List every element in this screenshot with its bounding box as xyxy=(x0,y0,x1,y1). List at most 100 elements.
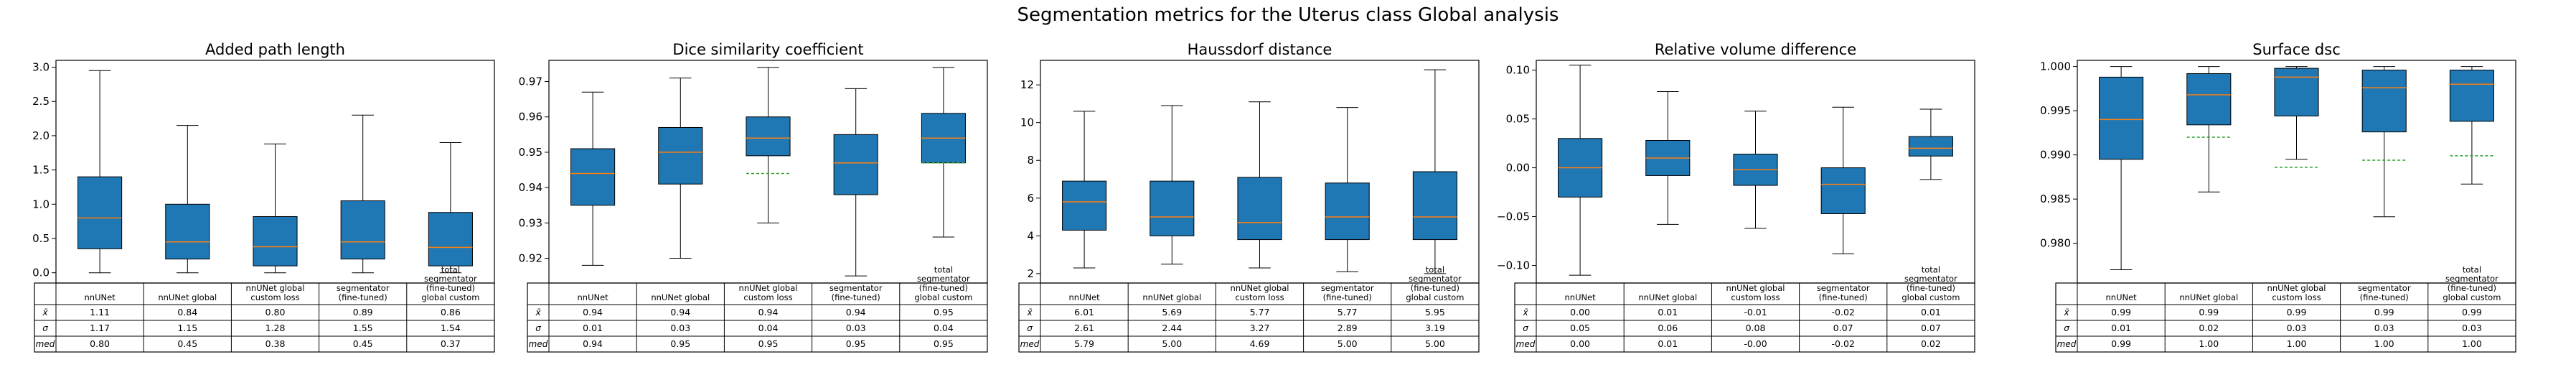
y-tick-label: 0.96 xyxy=(519,111,542,124)
table-col-header: nnUNet xyxy=(85,292,116,302)
table-cell: 5.77 xyxy=(1338,307,1358,318)
table-cell: 2.89 xyxy=(1338,323,1358,333)
chart-panel-2: Dice similarity coefficient 0.92 0.93 0.94 0… xyxy=(519,41,988,353)
table-col-header: segmentator (fine-tuned) xyxy=(1817,283,1870,302)
table-cell: -0.02 xyxy=(1832,338,1855,349)
table-cell: 1.55 xyxy=(353,323,373,333)
table-row-label: σ xyxy=(1027,323,1033,333)
table-frame xyxy=(34,282,495,353)
table-cell: 0.80 xyxy=(265,307,286,318)
box-4 xyxy=(340,200,385,260)
box-4 xyxy=(833,134,878,195)
table-col-header: nnUNet global custom loss xyxy=(1231,283,1289,302)
table-cell: 1.17 xyxy=(90,323,110,333)
table-cell: 3.27 xyxy=(1250,323,1270,333)
table-col-header: nnUNet global custom loss xyxy=(1726,283,1785,302)
chart-panel-1: Added path length 0.0 0.5 1.0 1.5 2.0 2.5 3.0 nn… xyxy=(32,41,495,353)
table-cell: 1.00 xyxy=(2374,338,2394,349)
table-row-label: x̄ xyxy=(42,307,48,318)
table-cell: 0.07 xyxy=(1833,323,1853,333)
table-col-header: total segmentator (fine-tuned) global custo… xyxy=(2443,264,2501,302)
table-col-header: total segmentator (fine-tuned) global custo… xyxy=(1406,264,1464,302)
table-col-header: segmentator (fine-tuned) xyxy=(1321,283,1374,302)
table-cell: 0.02 xyxy=(1921,338,1941,349)
table-row-label: med xyxy=(36,339,55,349)
table-cell: 4.69 xyxy=(1250,338,1270,349)
table-cell: 0.95 xyxy=(934,338,954,349)
table-row-label: x̄ xyxy=(535,307,541,318)
chart-title: Dice similarity coefficient xyxy=(672,41,863,58)
table-cell: 0.38 xyxy=(265,338,286,349)
y-tick-label: 0.92 xyxy=(519,252,542,265)
y-tick-label: 8 xyxy=(1027,154,1034,167)
table-cell: 0.45 xyxy=(353,338,373,349)
y-tick-label: 10 xyxy=(1020,116,1034,129)
table-cell: 0.94 xyxy=(758,307,779,318)
table-row-label: σ xyxy=(535,323,541,333)
table-cell: 1.28 xyxy=(265,323,286,333)
table-cell: 0.03 xyxy=(846,323,866,333)
table-cell: 0.95 xyxy=(670,338,690,349)
table-cell: -0.02 xyxy=(1832,307,1855,318)
table-cell: 0.99 xyxy=(2111,338,2131,349)
box-5 xyxy=(2449,70,2494,122)
table-col-header: nnUNet xyxy=(578,292,609,302)
table-cell: 0.80 xyxy=(90,338,110,349)
chart-panel-3: Haussdorf distance 2 4 6 8 10 12 nnUNet nnUNet g… xyxy=(1018,41,1480,353)
y-tick-label: 6 xyxy=(1027,192,1034,205)
box-5 xyxy=(1908,136,1953,157)
table-cell: 6.01 xyxy=(1074,307,1094,318)
table-cell: 2.44 xyxy=(1162,323,1182,333)
table-cell: -0.01 xyxy=(1744,307,1767,318)
chart-title: Added path length xyxy=(205,41,345,58)
table-cell: 0.01 xyxy=(2111,323,2131,333)
table-row-label: med xyxy=(529,339,548,349)
table-row-label: med xyxy=(2057,339,2077,349)
box-3 xyxy=(253,216,298,267)
box-2 xyxy=(2186,73,2232,126)
table-col-header: nnUNet global xyxy=(2179,292,2238,302)
chart-panel-5: Surface dsc 0.980 0.985 0.990 0.995 1.000 nnUN… xyxy=(2040,41,2516,353)
table-cell: 1.54 xyxy=(441,323,461,333)
table-col-header: nnUNet xyxy=(2106,292,2138,302)
table-cell: 0.95 xyxy=(934,307,954,318)
table-row-label: x̄ xyxy=(2063,307,2069,318)
table-cell: 0.03 xyxy=(670,323,690,333)
box-3 xyxy=(1237,177,1282,241)
table-cell: 0.99 xyxy=(2374,307,2394,318)
table-row-label: x̄ xyxy=(1522,307,1528,318)
box-4 xyxy=(1820,167,1866,214)
table-cell: 0.37 xyxy=(441,338,461,349)
box-3 xyxy=(2274,68,2319,116)
table-cell: 0.02 xyxy=(2199,323,2219,333)
y-tick-label: 0.00 xyxy=(1506,162,1530,175)
table-row-label: σ xyxy=(2064,323,2069,333)
y-tick-label: 0.990 xyxy=(2040,149,2071,162)
chart-title: Haussdorf distance xyxy=(1188,41,1332,58)
table-cell: 0.01 xyxy=(1658,307,1678,318)
y-tick-label: −0.10 xyxy=(1497,259,1530,272)
table-cell: 0.03 xyxy=(2462,323,2482,333)
table-cell: 5.00 xyxy=(1162,338,1182,349)
table-row-label: σ xyxy=(42,323,48,333)
table-cell: 0.00 xyxy=(1570,338,1590,349)
table-col-header: nnUNet global custom loss xyxy=(739,283,798,302)
box-2 xyxy=(658,126,703,185)
table-cell: 0.99 xyxy=(2462,307,2482,318)
box-1 xyxy=(570,148,616,206)
box-3 xyxy=(746,116,791,157)
table-cell: 0.94 xyxy=(846,307,866,318)
table-cell: 0.00 xyxy=(1570,307,1590,318)
table-cell: 0.94 xyxy=(583,307,603,318)
box-1 xyxy=(77,176,123,249)
table-frame xyxy=(1018,282,1480,353)
table-cell: 1.11 xyxy=(90,307,110,318)
table-cell: 0.04 xyxy=(758,323,779,333)
table-frame xyxy=(2055,282,2516,353)
y-tick-label: 0.10 xyxy=(1506,64,1530,77)
table-cell: 0.05 xyxy=(1570,323,1590,333)
y-tick-label: 3.0 xyxy=(32,61,50,74)
table-cell: 1.00 xyxy=(2287,338,2307,349)
table-cell: 0.01 xyxy=(583,323,603,333)
